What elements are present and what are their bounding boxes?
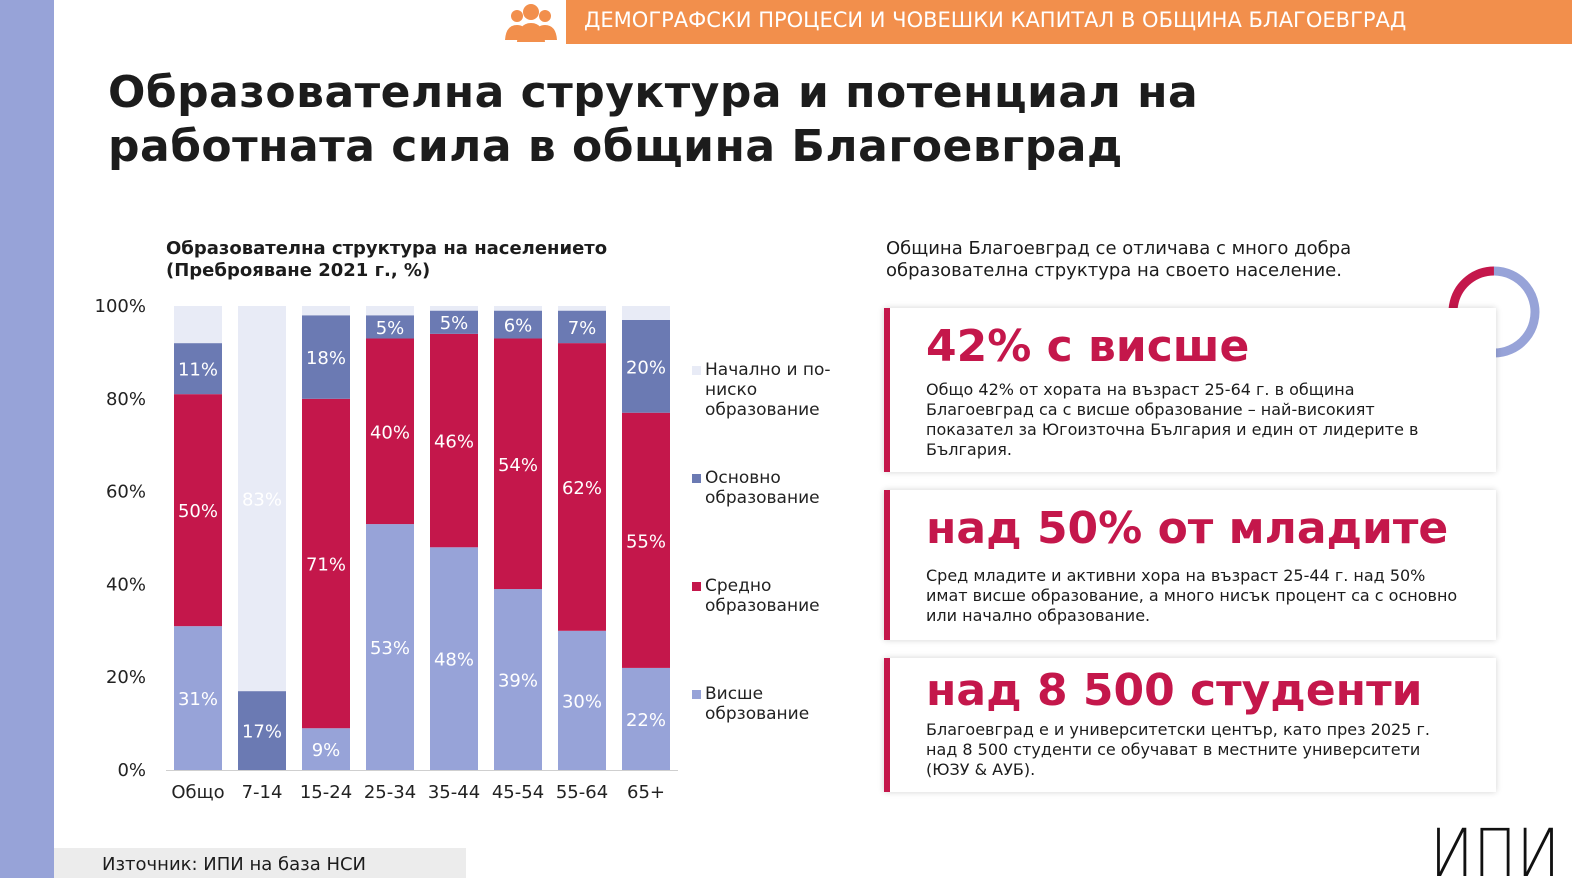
legend-swatch <box>692 582 701 591</box>
data-label: 22% <box>626 710 666 731</box>
bar-segment <box>174 306 222 344</box>
data-label: 9% <box>312 740 341 761</box>
page-title: Образователна структура и потенциал на р… <box>108 67 1199 172</box>
data-label: 6% <box>504 316 533 337</box>
card-heading: 42% с висше <box>926 321 1250 372</box>
data-label: 46% <box>434 432 474 453</box>
bar-segment <box>430 306 478 311</box>
bar-segment <box>430 310 478 334</box>
bar-segment <box>622 319 670 413</box>
svg-text:ИПИ: ИПИ <box>1430 815 1560 878</box>
card-heading: над 8 500 студенти <box>926 665 1423 716</box>
bar-segment <box>302 306 350 316</box>
data-label: 83% <box>242 490 282 511</box>
bar-segment <box>494 589 542 770</box>
legend-item-basic: Основно образование <box>692 468 862 508</box>
bar-segment <box>366 338 414 525</box>
data-label: 5% <box>440 313 469 334</box>
legend-item-higher: Висше обрзование <box>692 684 862 724</box>
card-body: Общо 42% от хората на възраст 25-64 г. в… <box>926 380 1419 459</box>
side-stripe <box>0 0 54 878</box>
bar-segment <box>174 394 222 627</box>
y-tick-label: 100% <box>95 296 146 317</box>
chart-title: Образователна структура на населението (… <box>166 238 608 281</box>
card-heading: над 50% от младите <box>926 503 1449 554</box>
y-tick-label: 0% <box>117 760 146 781</box>
bar-segment <box>430 333 478 548</box>
header-banner: ДЕМОГРАФСКИ ПРОЦЕСИ И ЧОВЕШКИ КАПИТАЛ В … <box>566 0 1572 44</box>
legend-item-secondary: Средно образование <box>692 576 862 616</box>
x-tick-label: 45-54 <box>492 782 544 803</box>
data-label: 62% <box>562 478 602 499</box>
card-students: над 8 500 студенти Благоевград е и униве… <box>884 658 1496 792</box>
intro-text: Община Благоевград се отличава с много д… <box>886 238 1352 281</box>
legend-swatch <box>692 474 701 483</box>
bar-segment <box>622 667 670 770</box>
legend-label: Висше обрзование <box>705 684 810 724</box>
data-label: 71% <box>306 555 346 576</box>
x-tick-label: 65+ <box>627 782 665 803</box>
bar-segment <box>622 306 670 320</box>
data-label: 20% <box>626 357 666 378</box>
data-label: 53% <box>370 638 410 659</box>
x-tick-label: Общо <box>171 782 224 803</box>
card-youth: над 50% от младите Сред младите и активн… <box>884 490 1496 640</box>
bar-segment <box>174 343 222 395</box>
data-label: 17% <box>242 722 282 743</box>
data-label: 54% <box>498 455 538 476</box>
data-label: 48% <box>434 650 474 671</box>
bar-segment <box>366 524 414 770</box>
data-label: 11% <box>178 360 218 381</box>
people-group-icon <box>505 4 557 42</box>
data-label: 31% <box>178 689 218 710</box>
bar-segment <box>366 315 414 339</box>
y-tick-label: 60% <box>106 482 146 503</box>
bar-segment <box>558 343 606 631</box>
x-tick-label: 55-64 <box>556 782 608 803</box>
bar-segment <box>302 728 350 770</box>
bar-segment <box>558 306 606 311</box>
bar-segment <box>238 306 286 692</box>
data-label: 30% <box>562 691 602 712</box>
data-label: 50% <box>178 501 218 522</box>
card-body: Сред младите и активни хора на възраст 2… <box>926 566 1458 625</box>
bar-segment <box>430 547 478 770</box>
bar-segment <box>302 315 350 399</box>
y-tick-label: 80% <box>106 389 146 410</box>
legend-swatch <box>692 690 701 699</box>
bar-segment <box>494 338 542 590</box>
y-tick-label: 40% <box>106 574 146 595</box>
bar-segment <box>622 412 670 668</box>
x-tick-label: 35-44 <box>428 782 480 803</box>
stacked-bar-chart: 0% 20% 40% 60% 80% 100% 31% 50% 11% Общо 17% 83% 7-1… <box>95 296 678 803</box>
x-tick-label: 7-14 <box>242 782 283 803</box>
card-higher-education: 42% с висше Общо 42% от хората на възрас… <box>884 308 1496 472</box>
legend-label: Основно образование <box>705 468 820 508</box>
legend-label: Начално и по-ниско образование <box>705 360 831 420</box>
legend-label: Средно образование <box>705 576 820 616</box>
data-label: 40% <box>370 422 410 443</box>
bar-segment <box>238 691 286 770</box>
bar-segment <box>494 310 542 339</box>
data-label: 7% <box>568 318 597 339</box>
bar-segment <box>494 306 542 311</box>
bar-segment <box>558 630 606 770</box>
header-banner-text: ДЕМОГРАФСКИ ПРОЦЕСИ И ЧОВЕШКИ КАПИТАЛ В … <box>584 8 1407 32</box>
data-label: 39% <box>498 671 538 692</box>
x-tick-label: 25-34 <box>364 782 416 803</box>
bar-segment <box>302 398 350 729</box>
data-label: 55% <box>626 531 666 552</box>
legend-swatch <box>692 366 701 375</box>
data-label: 5% <box>376 318 405 339</box>
x-tick-label: 15-24 <box>300 782 352 803</box>
bar-segment <box>174 626 222 770</box>
bar-segment <box>366 306 414 316</box>
data-label: 18% <box>306 348 346 369</box>
bar-segment <box>558 310 606 344</box>
source-note: Източник: ИПИ на база НСИ <box>54 848 466 878</box>
card-body: Благоевград е и университетски център, к… <box>926 720 1430 779</box>
y-tick-label: 20% <box>106 667 146 688</box>
legend-item-primary: Начално и по-ниско образование <box>692 360 862 420</box>
ipi-logo: ИПИ <box>1430 815 1560 878</box>
